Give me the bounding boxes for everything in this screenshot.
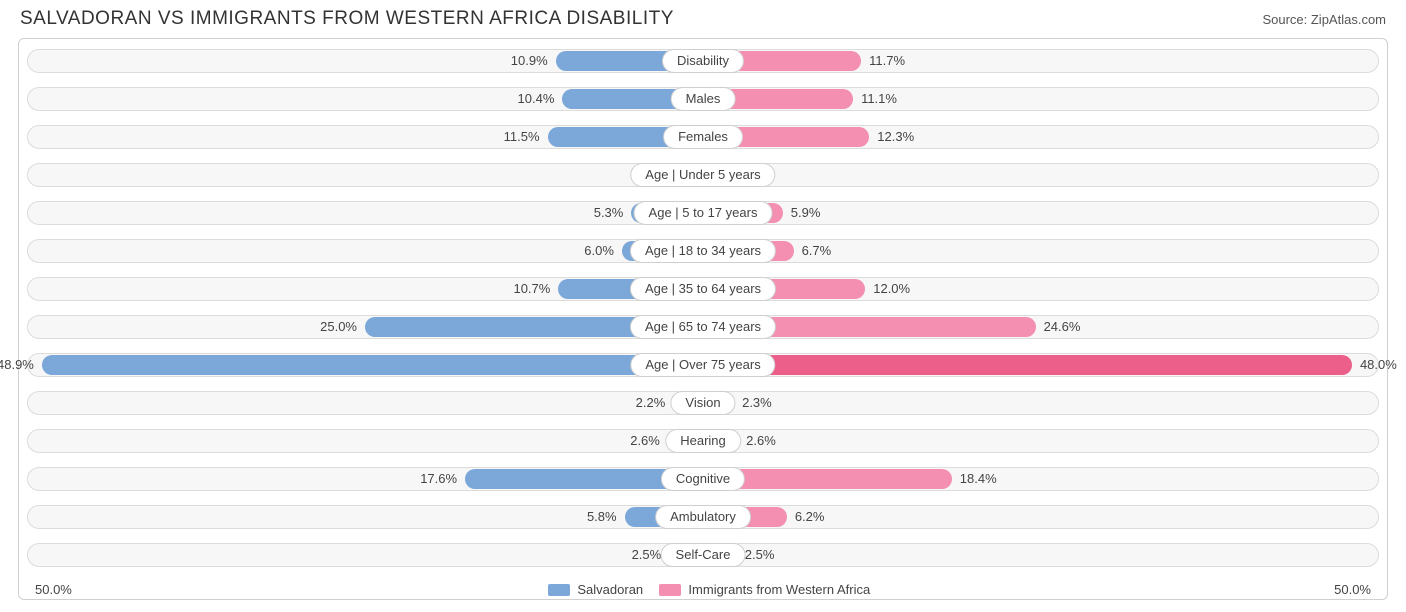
value-label-right: 5.9%: [783, 201, 821, 225]
category-label: Females: [663, 125, 743, 149]
page-title: SALVADORAN VS IMMIGRANTS FROM WESTERN AF…: [20, 8, 674, 30]
value-label-left: 2.2%: [636, 391, 674, 415]
chart-row: 25.0% 24.6% Age | 65 to 74 years: [27, 311, 1379, 343]
legend-label-left: Salvadoran: [577, 582, 643, 597]
category-label: Age | 65 to 74 years: [630, 315, 776, 339]
value-label-right: 24.6%: [1036, 315, 1081, 339]
category-label: Males: [671, 87, 736, 111]
value-label-right: 48.0%: [1352, 353, 1397, 377]
value-label-left: 48.9%: [0, 353, 42, 377]
chart-row: 5.3% 5.9% Age | 5 to 17 years: [27, 197, 1379, 229]
value-label-right: 6.2%: [787, 505, 825, 529]
category-label: Age | Under 5 years: [630, 163, 775, 187]
value-label-left: 11.5%: [504, 125, 548, 149]
category-label: Ambulatory: [655, 505, 751, 529]
chart-row: 5.8% 6.2% Ambulatory: [27, 501, 1379, 533]
chart-row: 6.0% 6.7% Age | 18 to 34 years: [27, 235, 1379, 267]
chart-row: 17.6% 18.4% Cognitive: [27, 463, 1379, 495]
chart-row: 10.9% 11.7% Disability: [27, 45, 1379, 77]
chart-row: 1.1%1.2%Age | Under 5 years: [27, 159, 1379, 191]
value-label-right: 12.0%: [865, 277, 910, 301]
value-label-left: 5.8%: [587, 505, 625, 529]
axis-left-label: 50.0%: [29, 582, 72, 597]
value-label-right: 2.6%: [738, 429, 776, 453]
value-label-right: 18.4%: [952, 467, 997, 491]
category-label: Vision: [670, 391, 735, 415]
category-label: Disability: [662, 49, 744, 73]
chart-row: 2.2% 2.3%Vision: [27, 387, 1379, 419]
value-label-right: 12.3%: [869, 125, 914, 149]
legend-swatch-left: [548, 584, 570, 596]
category-label: Cognitive: [661, 467, 745, 491]
source-attribution: Source: ZipAtlas.com: [1262, 12, 1386, 27]
chart-row: 11.5% 12.3% Females: [27, 121, 1379, 153]
value-label-left: 6.0%: [584, 239, 622, 263]
value-label-right: 11.7%: [861, 49, 905, 73]
category-label: Age | 5 to 17 years: [634, 201, 773, 225]
chart-row: 2.5%2.5%Self-Care: [27, 539, 1379, 571]
category-label: Age | 18 to 34 years: [630, 239, 776, 263]
header: SALVADORAN VS IMMIGRANTS FROM WESTERN AF…: [0, 0, 1406, 34]
value-label-right: 11.1%: [853, 87, 897, 111]
category-label: Age | Over 75 years: [630, 353, 775, 377]
category-label: Age | 35 to 64 years: [630, 277, 776, 301]
value-label-left: 10.7%: [513, 277, 558, 301]
legend-swatch-right: [659, 584, 681, 596]
value-label-left: 17.6%: [420, 467, 465, 491]
chart-container: 10.9% 11.7% Disability 10.4% 11.1% Males 11.5%…: [18, 38, 1388, 600]
chart-row: 10.4% 11.1% Males: [27, 83, 1379, 115]
value-label-left: 10.4%: [518, 87, 563, 111]
chart-rows: 10.9% 11.7% Disability 10.4% 11.1% Males 11.5%…: [19, 45, 1387, 571]
legend-label-right: Immigrants from Western Africa: [688, 582, 870, 597]
category-label: Self-Care: [661, 543, 746, 567]
value-label-right: 6.7%: [794, 239, 832, 263]
category-label: Hearing: [665, 429, 741, 453]
bar-left: [42, 355, 703, 375]
axis-right-label: 50.0%: [1334, 582, 1377, 597]
value-label-left: 5.3%: [594, 201, 632, 225]
bar-right: [703, 355, 1352, 375]
value-label-left: 10.9%: [511, 49, 556, 73]
value-label-left: 25.0%: [320, 315, 365, 339]
chart-row: 10.7% 12.0% Age | 35 to 64 years: [27, 273, 1379, 305]
chart-row: 2.6% 2.6%Hearing: [27, 425, 1379, 457]
value-label-right: 2.3%: [734, 391, 772, 415]
legend: Salvadoran Immigrants from Western Afric…: [72, 581, 1334, 597]
chart-footer: 50.0% Salvadoran Immigrants from Western…: [19, 577, 1387, 599]
value-label-left: 2.6%: [630, 429, 668, 453]
chart-row: 48.9%48.0%Age | Over 75 years: [27, 349, 1379, 381]
